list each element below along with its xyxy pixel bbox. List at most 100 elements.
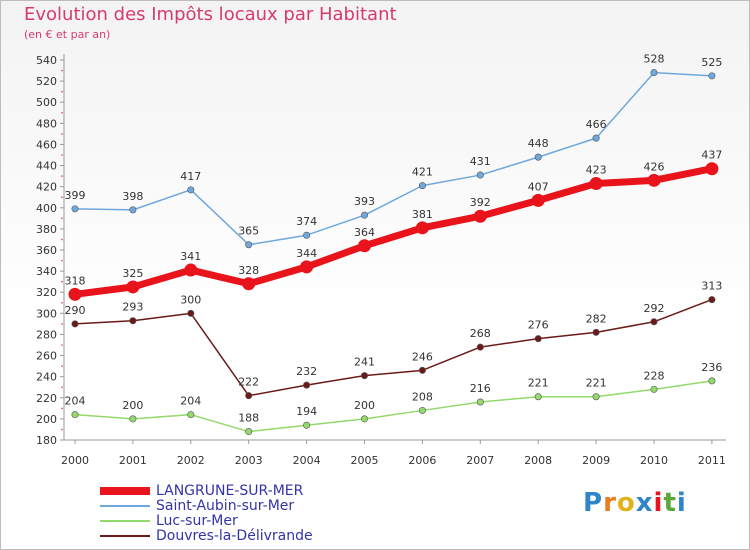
logo-letter: r <box>603 488 617 518</box>
data-point <box>705 162 719 176</box>
data-point <box>534 153 542 161</box>
y-tick-label: 300 <box>36 307 57 320</box>
logo-letter: P <box>583 488 604 518</box>
data-point <box>418 182 426 190</box>
data-point <box>126 280 140 294</box>
data-point <box>358 239 371 253</box>
logo-letter: x <box>635 488 654 518</box>
legend-label: Douvres-la-Délivrande <box>156 528 313 544</box>
data-label: 200 <box>354 399 375 412</box>
data-label: 241 <box>354 356 375 369</box>
data-point <box>708 377 716 385</box>
data-point <box>650 385 658 393</box>
data-point <box>708 296 716 304</box>
data-point <box>650 318 658 326</box>
y-tick-label: 460 <box>36 138 57 151</box>
data-point <box>71 205 79 213</box>
y-tick-label: 500 <box>36 96 57 109</box>
data-label: 381 <box>412 208 433 221</box>
data-point <box>129 206 137 214</box>
data-label: 399 <box>65 189 86 202</box>
data-point <box>71 411 79 419</box>
y-tick-label: 180 <box>36 434 57 447</box>
data-label: 204 <box>180 395 201 408</box>
y-tick-label: 380 <box>36 223 57 236</box>
data-point <box>187 186 195 194</box>
data-label: 466 <box>586 118 607 131</box>
y-minor-tick <box>61 407 63 410</box>
data-point <box>245 392 253 400</box>
data-label: 398 <box>122 190 143 203</box>
y-minor-tick <box>61 365 63 367</box>
y-tick-label: 520 <box>36 75 57 88</box>
logo-letter: t <box>663 488 677 518</box>
y-minor-tick <box>61 238 63 241</box>
data-label: 221 <box>586 377 607 390</box>
x-tick-label: 2003 <box>235 454 263 467</box>
data-point <box>531 193 545 207</box>
y-tick-label: 320 <box>36 286 57 299</box>
data-point <box>129 317 137 325</box>
data-point <box>592 328 600 336</box>
data-label: 282 <box>586 312 607 325</box>
legend-label: LANGRUNE-SUR-MER <box>156 483 304 499</box>
y-minor-tick <box>61 428 63 431</box>
y-minor-tick <box>61 386 63 389</box>
data-label: 290 <box>65 304 86 317</box>
data-point <box>418 406 426 414</box>
logo-letter: i <box>653 488 664 518</box>
y-minor-tick <box>61 301 63 304</box>
data-label: 208 <box>412 390 433 403</box>
y-tick-label: 480 <box>36 117 57 130</box>
data-label: 392 <box>470 196 491 209</box>
data-point <box>245 241 253 249</box>
x-tick-label: 2002 <box>177 454 205 467</box>
data-point <box>589 177 603 190</box>
data-point <box>129 415 137 423</box>
data-point <box>476 398 484 406</box>
chart-subtitle: (en € et par an) <box>24 28 111 41</box>
data-label: 426 <box>644 160 665 173</box>
data-point <box>592 134 600 142</box>
data-label: 364 <box>354 226 375 239</box>
data-point <box>245 428 253 436</box>
logo-letter: i <box>676 488 687 518</box>
y-minor-tick <box>61 280 63 283</box>
data-label: 437 <box>701 149 722 162</box>
y-minor-tick <box>61 111 63 114</box>
data-point <box>418 366 426 374</box>
data-point <box>187 309 195 317</box>
data-label: 292 <box>644 302 665 315</box>
legend-swatch <box>100 535 150 537</box>
y-tick-label: 280 <box>36 328 57 341</box>
data-label: 293 <box>122 301 143 314</box>
y-tick-label: 540 <box>36 54 57 67</box>
y-minor-tick <box>61 154 63 156</box>
y-tick-label: 440 <box>36 160 57 173</box>
data-label: 407 <box>528 180 549 193</box>
series-line-2 <box>74 380 713 433</box>
data-label: 328 <box>238 264 259 277</box>
data-label: 268 <box>470 327 491 340</box>
data-point <box>647 173 661 187</box>
legend-label: Luc-sur-Mer <box>156 513 238 529</box>
data-point <box>473 209 487 223</box>
data-label: 228 <box>644 369 665 382</box>
data-label: 417 <box>180 170 201 183</box>
data-label: 232 <box>296 365 317 378</box>
y-tick-label: 420 <box>36 181 57 194</box>
data-label: 421 <box>412 166 433 179</box>
y-tick-label: 200 <box>36 413 57 426</box>
data-label: 528 <box>644 53 665 66</box>
data-label: 276 <box>528 319 549 332</box>
proxiti-logo: Proxiti <box>583 488 687 518</box>
data-label: 222 <box>238 376 259 389</box>
data-label: 341 <box>180 250 201 263</box>
data-point <box>476 343 484 351</box>
y-minor-tick <box>61 344 63 346</box>
y-minor-tick <box>61 133 63 135</box>
data-label: 393 <box>354 195 375 208</box>
legend-label: Saint-Aubin-sur-Mer <box>156 498 295 514</box>
